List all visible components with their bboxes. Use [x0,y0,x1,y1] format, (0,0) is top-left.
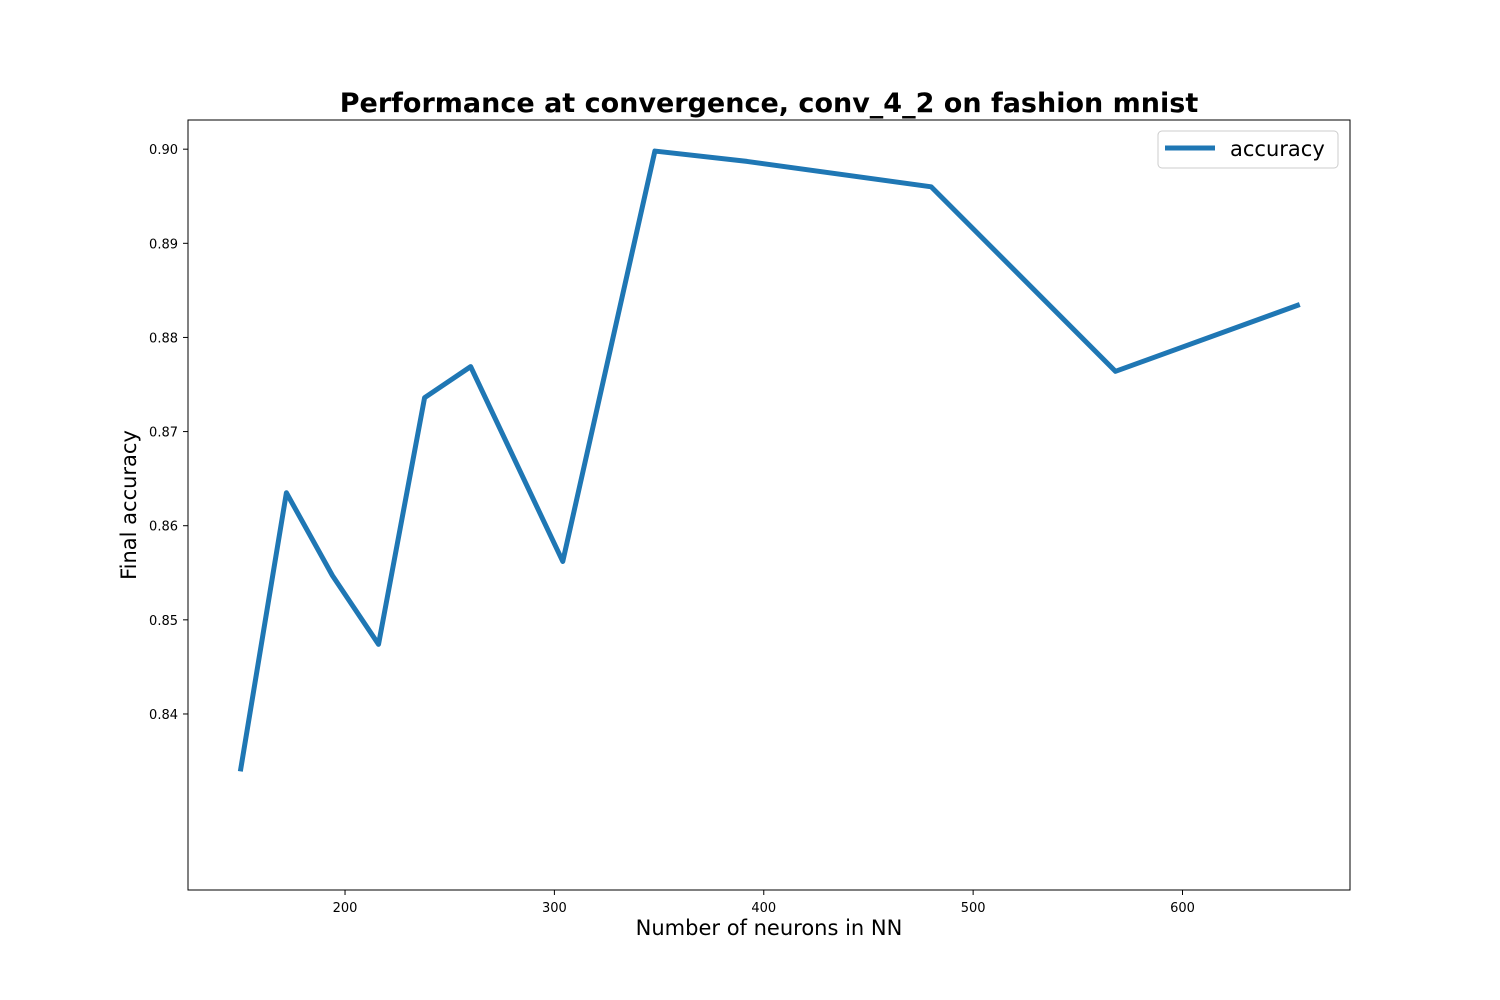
x-axis-label: Number of neurons in NN [636,916,903,940]
y-tick-label: 0.85 [149,614,178,629]
x-tick-label: 200 [333,901,358,916]
x-tick-label: 600 [1170,901,1195,916]
y-tick-label: 0.90 [149,143,178,158]
y-axis-ticks: 0.84 0.85 0.86 0.87 0.88 0.89 0.90 [149,143,188,723]
x-tick-label: 500 [961,901,986,916]
series-layer [237,148,1301,772]
chart-title: Performance at convergence, conv_4_2 on … [340,88,1199,119]
legend: accuracy [1157,130,1339,169]
y-tick-label: 0.88 [149,331,178,346]
legend-box [1157,130,1339,169]
x-axis-ticks: 200 300 400 500 600 [333,890,1195,916]
y-tick-label: 0.86 [149,520,178,535]
y-tick-label: 0.89 [149,237,178,252]
y-axis-label: Final accuracy [117,430,141,580]
plot-area [187,119,1351,891]
y-tick-label: 0.87 [149,426,178,441]
series-line-accuracy [237,148,1301,772]
x-tick-label: 400 [751,901,776,916]
legend-label-accuracy: accuracy [1230,137,1325,161]
y-tick-label: 0.84 [149,708,178,723]
x-tick-label: 300 [542,901,567,916]
